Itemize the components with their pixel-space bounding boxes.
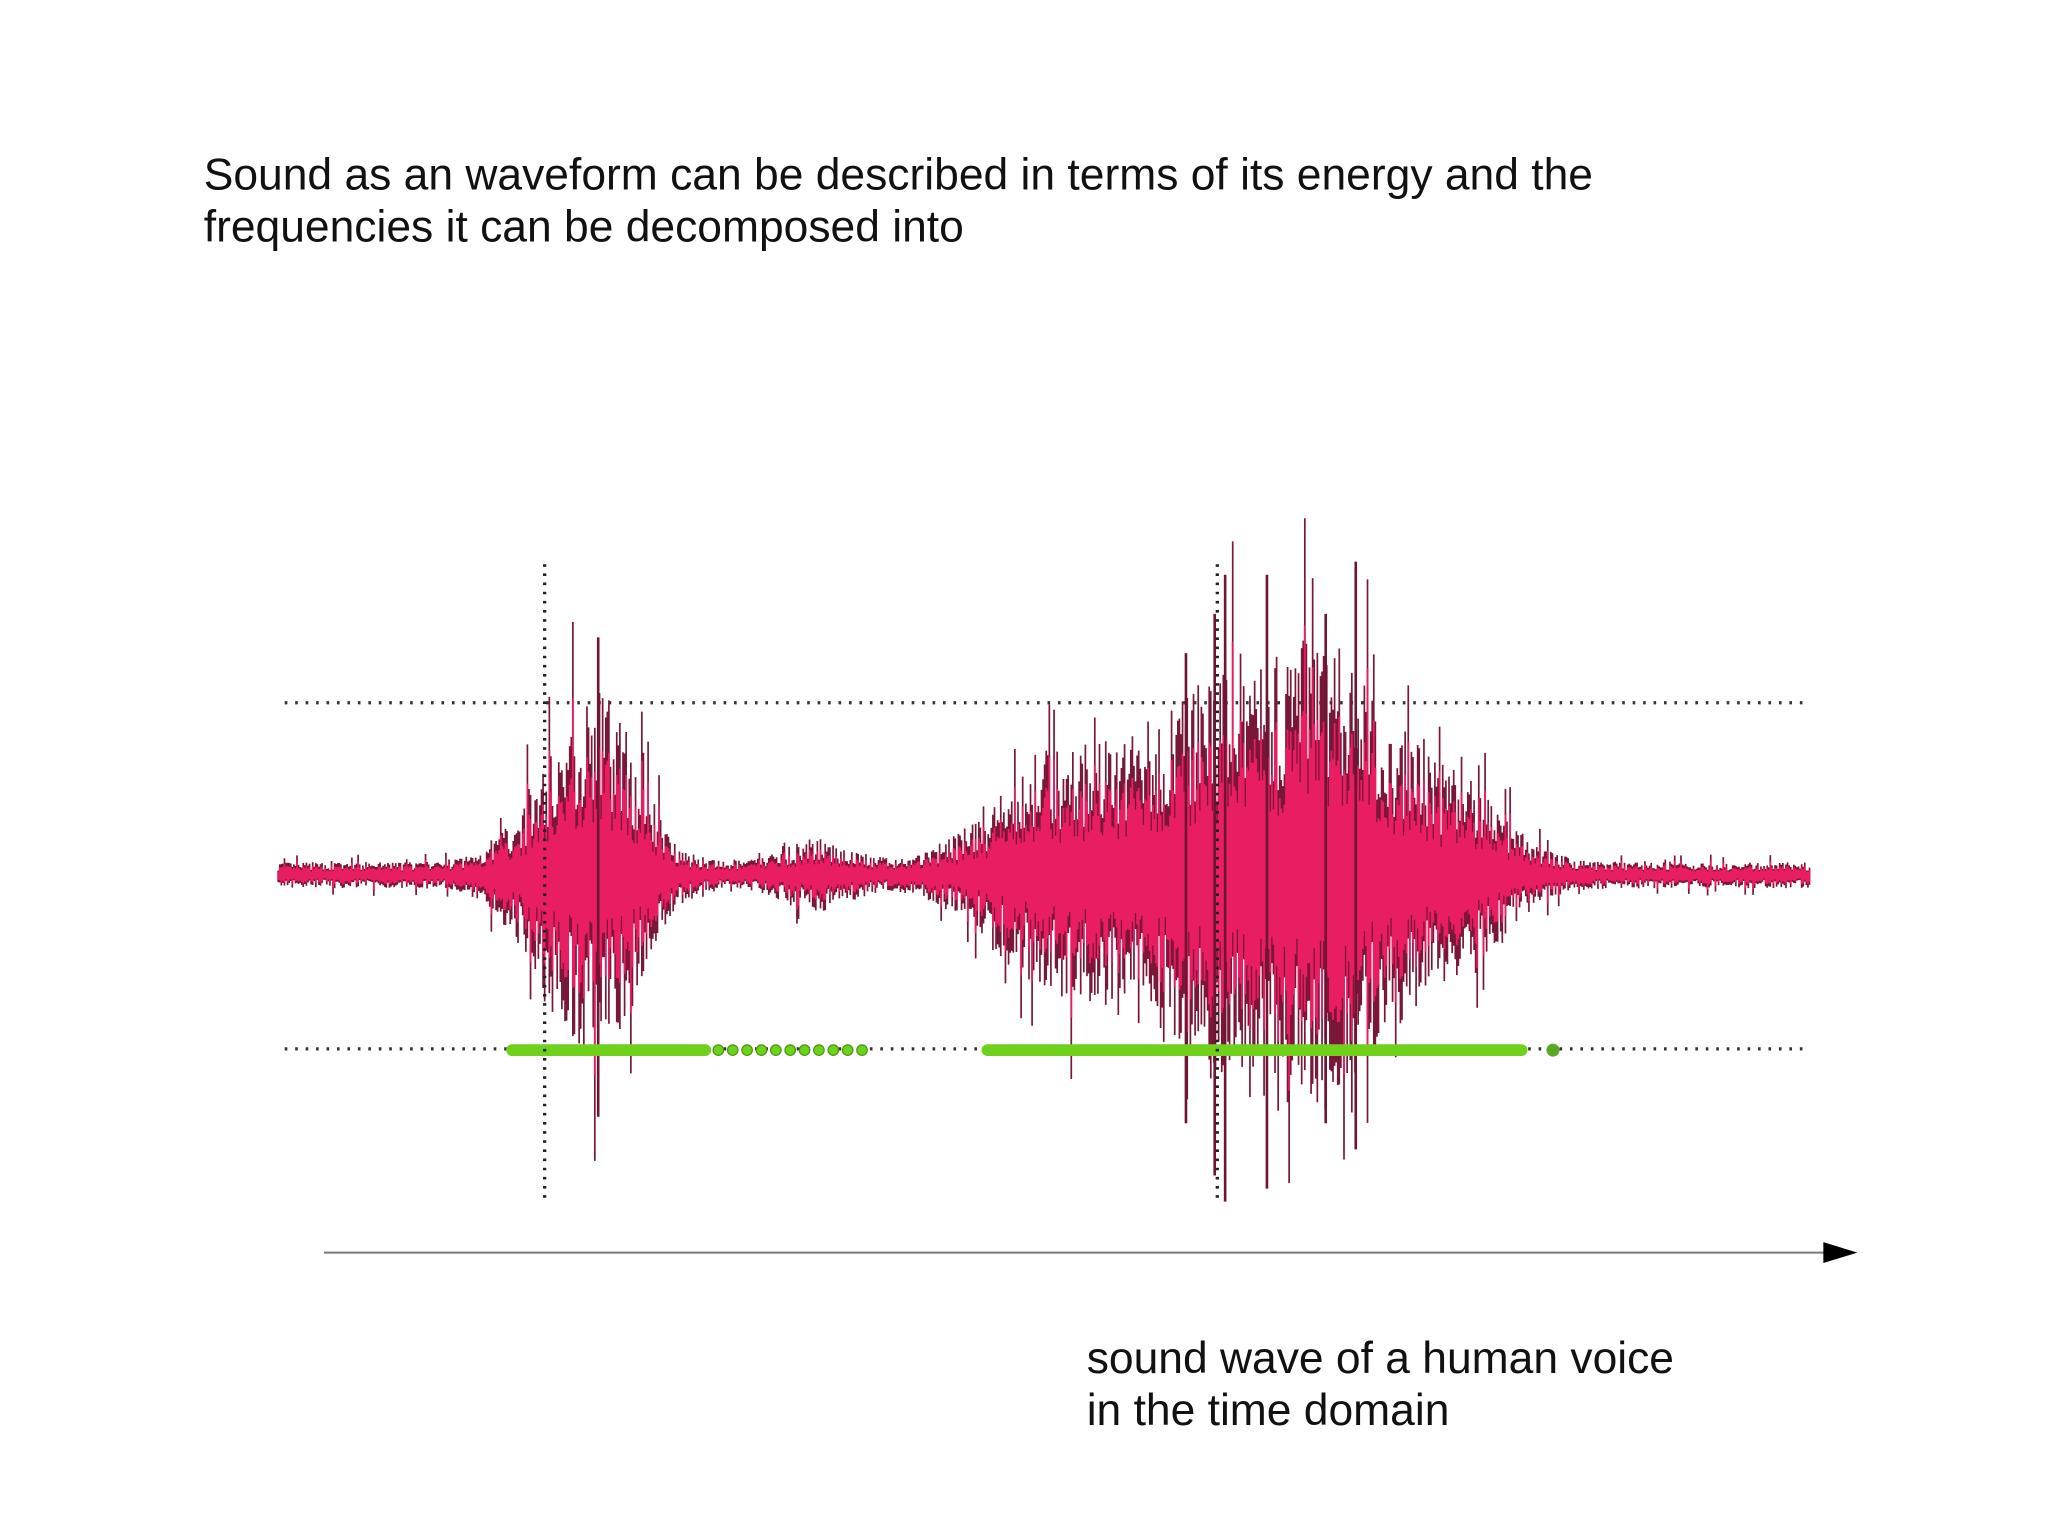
activity-dot bbox=[726, 1044, 739, 1057]
activity-dot bbox=[813, 1044, 825, 1057]
activity-dot bbox=[798, 1044, 811, 1057]
activity-dot bbox=[741, 1044, 753, 1057]
activity-dot bbox=[769, 1044, 782, 1057]
activity-dot bbox=[1546, 1043, 1560, 1057]
activity-dot bbox=[712, 1044, 725, 1057]
caption-line: in the time domain bbox=[1087, 1386, 1450, 1435]
caption-line: sound wave of a human voice bbox=[1087, 1334, 1674, 1383]
activity-dot bbox=[784, 1044, 797, 1057]
activity-dot bbox=[755, 1044, 768, 1057]
waveform-body bbox=[277, 625, 1811, 1091]
activity-dot bbox=[856, 1044, 868, 1057]
title-line: frequencies it can be decomposed into bbox=[204, 203, 964, 252]
activity-dot bbox=[827, 1044, 840, 1057]
time-arrowhead bbox=[1823, 1242, 1858, 1264]
activity-dot bbox=[841, 1044, 854, 1057]
title-line: Sound as an waveform can be described in… bbox=[204, 150, 1593, 199]
waveform-figure bbox=[277, 518, 1811, 1205]
